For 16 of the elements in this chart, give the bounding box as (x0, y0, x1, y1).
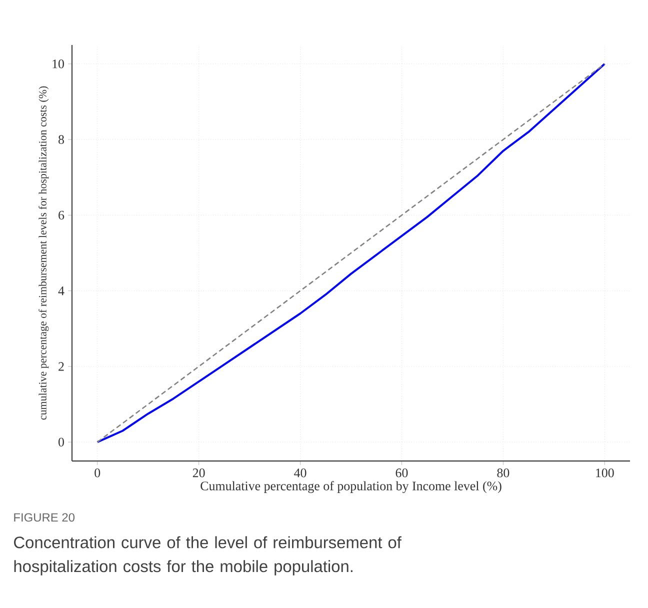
y-tick-label: 0 (58, 438, 64, 446)
y-tick-label: 6 (58, 210, 64, 220)
x-tick-label: 100 (596, 468, 614, 478)
x-tick-label: 0 (94, 468, 100, 478)
x-tick-label: 80 (497, 468, 510, 478)
y-axis-title: cumulative percentage of reimbursement levels for hospitalization costs (%) (38, 86, 49, 420)
x-tick-label: 60 (396, 468, 408, 478)
caption: FIGURE 20 (14, 513, 75, 522)
y-tick-label: 10 (52, 60, 64, 68)
x-axis-title: Cumulative percentage of population by Income level (%) (200, 481, 502, 494)
x-tick-label: 20 (192, 468, 205, 478)
y-tick-label: 4 (58, 286, 64, 296)
x-tick-label: 40 (294, 468, 306, 478)
text: Concentration curve of the level of reimbursement of hospitalization costs for the mobile population. (14, 536, 402, 576)
y-tick-label: 8 (58, 135, 64, 144)
y-tick-label: 2 (58, 362, 64, 371)
